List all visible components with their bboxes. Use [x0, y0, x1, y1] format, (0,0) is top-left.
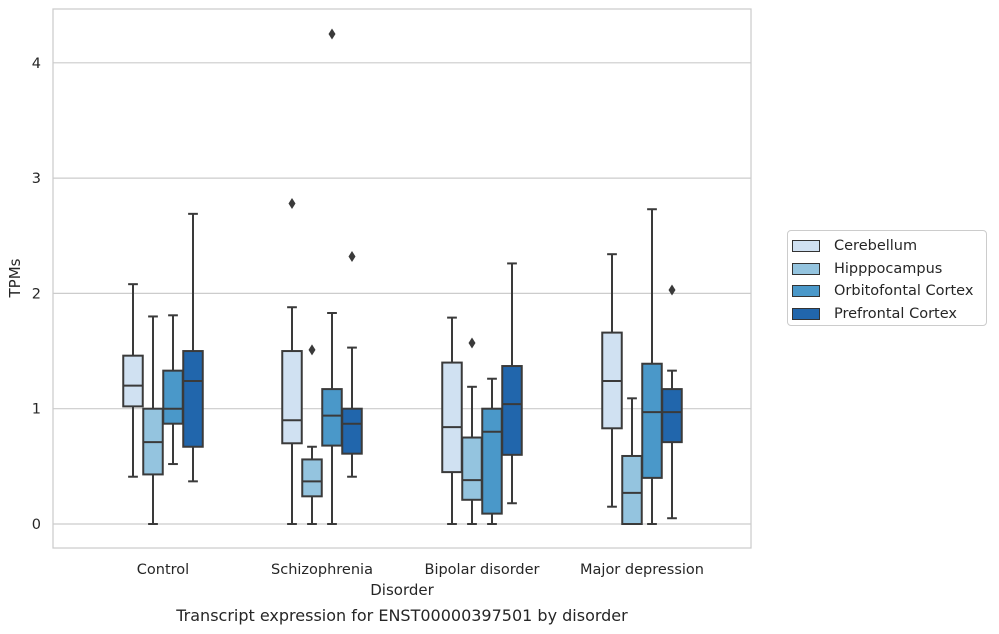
- box-iqr: [321, 388, 343, 447]
- box: [142, 315, 164, 525]
- legend-swatch: [792, 240, 820, 253]
- series-prefrontal-cortex: [182, 212, 683, 520]
- y-axis-label: TPMs: [6, 258, 24, 298]
- box: [122, 283, 144, 478]
- legend-label: Hipppocampus: [834, 260, 943, 277]
- outlier-point: [348, 251, 356, 263]
- plot-area-frame: [52, 8, 752, 549]
- legend-label: Orbitofontal Cortex: [834, 283, 974, 300]
- box-iqr: [481, 407, 503, 515]
- box: [182, 212, 204, 483]
- box: [441, 316, 463, 525]
- box-iqr: [621, 454, 643, 525]
- series-hipppocampus: [142, 315, 643, 525]
- y-tick-label: 2: [32, 286, 41, 302]
- legend-item: Orbitofontal Cortex: [792, 280, 986, 303]
- box: [461, 337, 483, 525]
- y-tick-label: 4: [32, 56, 41, 72]
- outlier-point: [468, 337, 476, 349]
- box-iqr: [162, 369, 184, 425]
- figure-caption: Transcript expression for ENST0000039750…: [176, 606, 628, 625]
- x-axis-label: Disorder: [370, 581, 434, 599]
- x-tick-label: Schizophrenia: [271, 562, 373, 578]
- box: [641, 208, 663, 525]
- box: [341, 251, 363, 478]
- outlier-point: [668, 284, 676, 296]
- box-iqr: [461, 436, 483, 501]
- series-orbitofontal-cortex: [162, 28, 663, 525]
- box-iqr: [182, 350, 204, 448]
- y-tick-label: 1: [32, 402, 41, 418]
- x-axis-ticks: Control Schizophrenia Bipolar disorder Majo…: [137, 562, 704, 578]
- y-tick-label: 0: [32, 517, 41, 533]
- x-tick-label: Major depression: [580, 562, 704, 578]
- legend-swatch: [792, 262, 820, 275]
- y-axis-ticks: 0 1 2 3 4: [32, 56, 41, 533]
- outlier-point: [288, 197, 296, 209]
- legend-item: Prefrontal Cortex: [792, 303, 986, 326]
- box-iqr: [641, 362, 663, 479]
- legend-label: Cerebellum: [834, 238, 918, 255]
- legend-label: Prefrontal Cortex: [834, 305, 957, 322]
- outlier-point: [308, 344, 316, 356]
- box: [661, 284, 683, 520]
- x-tick-label: Control: [137, 562, 189, 578]
- box: [621, 397, 643, 525]
- x-tick-label: Bipolar disorder: [425, 562, 540, 578]
- box-iqr: [661, 388, 683, 444]
- box: [162, 314, 184, 466]
- outlier-point: [328, 28, 336, 40]
- legend-item: Hipppocampus: [792, 258, 986, 281]
- box-iqr: [281, 350, 303, 445]
- box-series-group: [122, 28, 683, 525]
- y-tick-label: 3: [32, 171, 41, 187]
- legend-item: Cerebellum: [792, 235, 986, 258]
- box: [481, 377, 503, 525]
- legend-swatch: [792, 307, 820, 320]
- legend-swatch: [792, 285, 820, 298]
- box: [281, 197, 303, 525]
- box: [501, 262, 523, 505]
- box-iqr: [341, 407, 363, 455]
- box: [301, 344, 323, 525]
- box: [601, 253, 623, 508]
- series-cerebellum: [122, 197, 623, 525]
- box: [321, 28, 343, 525]
- legend: Cerebellum Hipppocampus Orbitofontal Corte…: [787, 230, 987, 326]
- box-iqr: [501, 365, 523, 456]
- box-iqr: [122, 354, 144, 408]
- box-iqr: [301, 458, 323, 498]
- box-iqr: [441, 361, 463, 474]
